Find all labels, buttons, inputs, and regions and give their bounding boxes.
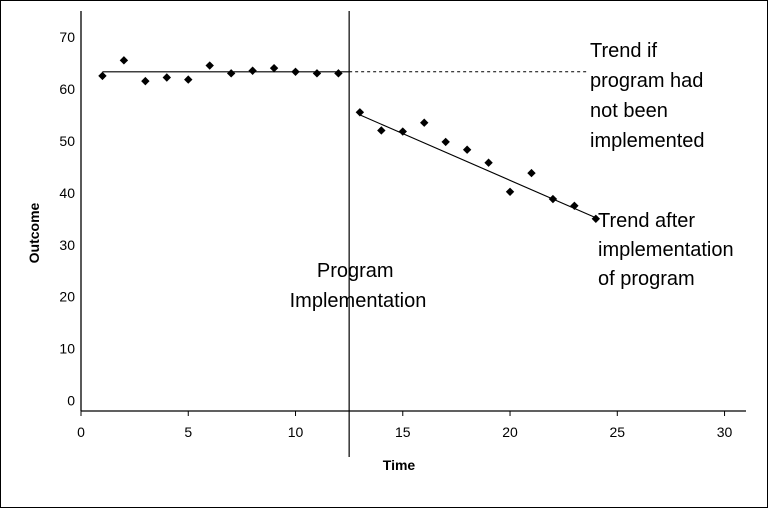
counterfactual-label-line-4: implemented <box>590 130 705 152</box>
data-point <box>334 69 343 78</box>
x-tick-label: 20 <box>502 424 518 440</box>
x-tick-label: 0 <box>77 424 85 440</box>
data-point <box>398 127 407 136</box>
data-point <box>312 69 322 78</box>
y-tick-label: 60 <box>59 81 75 97</box>
counterfactual-label-line-3: not been <box>590 100 668 122</box>
x-tick-label: 10 <box>288 424 304 440</box>
counterfactual-label-line-2: program had <box>590 70 703 92</box>
y-tick-label: 30 <box>59 237 75 253</box>
y-tick-label: 40 <box>59 185 75 201</box>
y-axis-title: Outcome <box>26 202 42 263</box>
counterfactual-trend-label: Trend if program had not been implemente… <box>590 40 709 152</box>
data-point <box>205 61 214 70</box>
y-tick-label: 50 <box>59 133 75 149</box>
data-point <box>570 201 579 211</box>
data-point <box>462 145 472 154</box>
post-trend-line <box>359 114 597 219</box>
data-point <box>591 214 601 223</box>
data-point <box>291 67 300 76</box>
data-point <box>355 108 365 117</box>
data-point <box>248 66 257 75</box>
x-tick-label: 15 <box>395 424 411 440</box>
y-tick-label: 70 <box>59 29 75 45</box>
data-point <box>548 194 558 204</box>
implementation-label-line-2: Implementation <box>290 290 427 312</box>
x-tick-label: 5 <box>184 424 192 440</box>
data-point <box>441 137 450 147</box>
post-trend-label-line-2: implementation <box>598 239 734 261</box>
data-point <box>505 187 515 196</box>
data-point <box>184 75 193 84</box>
implementation-label-line-1: Program <box>317 260 394 282</box>
y-tick-label: 10 <box>59 341 75 357</box>
x-tick-label: 30 <box>717 424 733 440</box>
y-tick-label: 20 <box>59 289 75 305</box>
data-point <box>269 63 279 73</box>
data-point <box>162 73 172 82</box>
data-point <box>226 69 236 78</box>
data-point <box>377 126 386 135</box>
x-tick-label: 25 <box>610 424 626 440</box>
data-point <box>119 56 129 65</box>
data-point <box>527 168 536 178</box>
data-point <box>484 158 493 167</box>
post-trend-label-line-1: Trend after <box>598 210 695 232</box>
data-point <box>98 71 107 81</box>
x-axis-title: Time <box>383 457 416 473</box>
implementation-label: Program Implementation <box>290 260 427 312</box>
y-tick-label: 0 <box>67 393 75 409</box>
data-point <box>420 118 429 127</box>
data-point <box>141 76 150 86</box>
post-trend-label: Trend after implementation of program <box>598 210 739 290</box>
counterfactual-label-line-1: Trend if <box>590 40 658 62</box>
post-trend-label-line-3: of program <box>598 268 695 290</box>
